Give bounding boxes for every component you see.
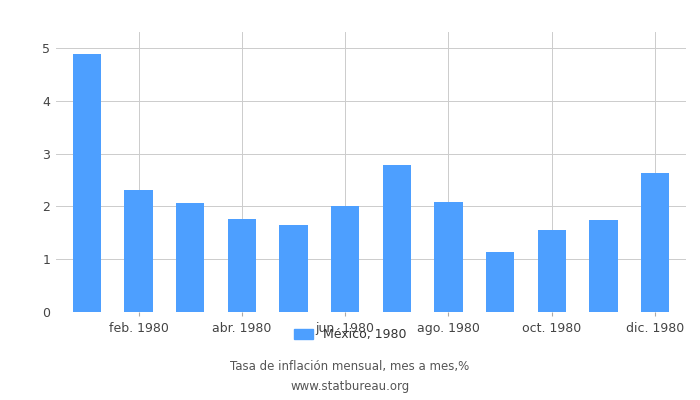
Bar	[640, 172, 669, 312]
Bar	[383, 165, 411, 312]
Bar	[434, 202, 463, 312]
Bar	[589, 220, 617, 312]
Bar	[176, 203, 204, 312]
Bar	[538, 230, 566, 312]
Bar	[486, 252, 514, 312]
Text: Tasa de inflación mensual, mes a mes,%: Tasa de inflación mensual, mes a mes,%	[230, 360, 470, 373]
Text: www.statbureau.org: www.statbureau.org	[290, 380, 410, 393]
Legend: México, 1980: México, 1980	[294, 328, 406, 341]
Bar	[125, 190, 153, 312]
Bar	[228, 219, 256, 312]
Bar	[331, 206, 359, 312]
Bar	[73, 54, 102, 312]
Bar	[279, 225, 308, 312]
